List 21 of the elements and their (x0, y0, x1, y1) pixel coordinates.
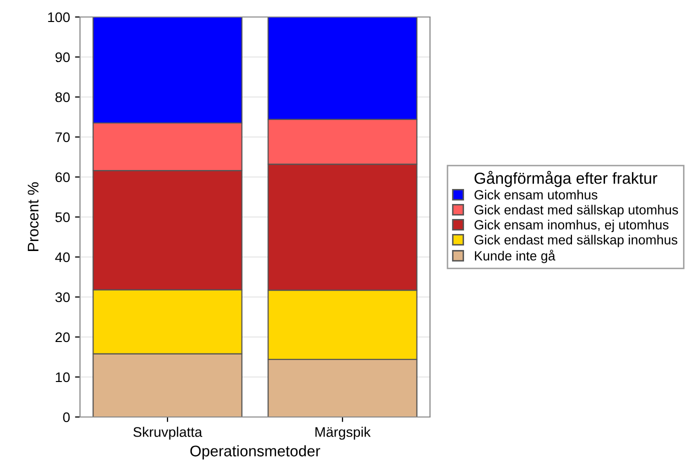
y-tick-label: 70 (56, 132, 70, 142)
y-tick-label: 40 (55, 252, 70, 262)
x-axis-title: Operationsmetoder (190, 445, 320, 460)
x-tick-label: Märgspik (315, 426, 371, 440)
legend-label: Gick ensam utomhus (474, 190, 598, 200)
y-tick-label: 90 (55, 52, 70, 62)
y-axis-title: Procent % (28, 182, 39, 251)
legend-label: Gick endast med sällskap inomhus (474, 234, 678, 248)
legend-label: Gick ensam inomhus, ej utomhus (474, 220, 668, 232)
y-tick-label: 0 (63, 412, 70, 422)
legend-label: Gick endast med sällskap utomhus (474, 204, 678, 218)
y-tick-label: 80 (55, 92, 70, 102)
legend-label: Kunde inte gå (474, 250, 556, 264)
y-tick-label: 100 (48, 12, 70, 22)
y-tick-label: 50 (55, 212, 70, 222)
legend-title: Gångförmåga efter fraktur (474, 170, 658, 188)
y-tick-label: 30 (55, 292, 70, 302)
x-tick-label: Skruvplatta (133, 426, 202, 440)
y-tick-label: 60 (56, 172, 70, 182)
y-tick-label: 10 (56, 372, 70, 382)
y-tick-label: 20 (56, 332, 70, 342)
